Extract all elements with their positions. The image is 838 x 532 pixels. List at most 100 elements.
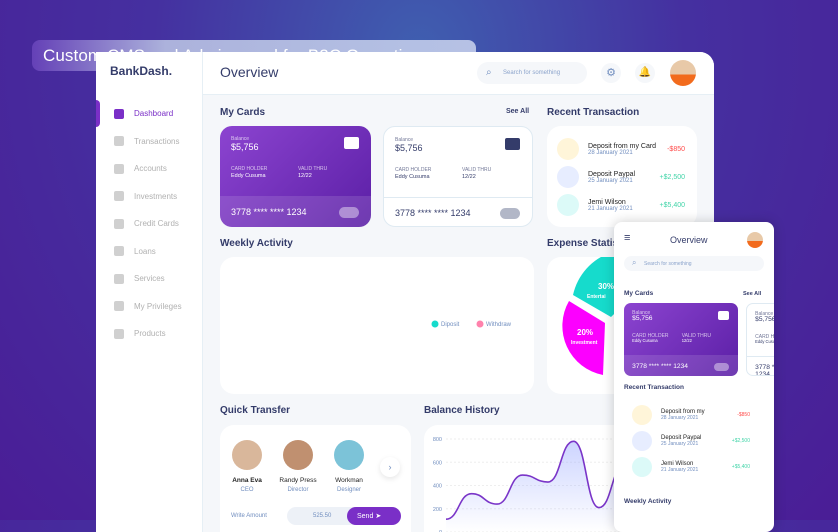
balance-history-title: Balance History xyxy=(424,405,500,416)
legend-label: Withdraw xyxy=(486,322,512,328)
contact-name: Workman xyxy=(335,477,363,484)
card-holder-name: Eddy Cusuma xyxy=(231,173,266,179)
search-icon: ⌕ xyxy=(486,67,492,78)
sidebar-item-transactions[interactable]: Transactions xyxy=(96,128,203,155)
sidebar: BankDash. Dashboard Transactions Accounts I… xyxy=(96,52,203,532)
product-icon xyxy=(114,328,124,339)
mobile-see-all[interactable]: See All xyxy=(743,291,762,297)
credit-card-icon xyxy=(114,218,124,229)
sidebar-item-services[interactable]: Services xyxy=(96,265,203,292)
mobile-card-purple[interactable]: Balance $5,756 CARD HOLDER Eddy Cusuma V… xyxy=(624,303,738,376)
mobile-cards-title: My Cards xyxy=(624,290,654,297)
transaction-item[interactable]: Jemi Wilson 21 January 2021 +$5,400 xyxy=(632,454,762,480)
sidebar-item-accounts[interactable]: Accounts xyxy=(96,155,203,182)
valid-thru-value: 12/22 xyxy=(681,337,692,343)
weekly-activity-panel: 0100200300400500SatSunMonTueWedThuFriDip… xyxy=(220,134,608,394)
paypal-icon xyxy=(557,166,579,188)
valid-thru-label: VALID THRU xyxy=(462,167,492,173)
sidebar-item-label: Investments xyxy=(134,191,178,201)
card-holder-label: CARD HOLDER xyxy=(231,166,268,172)
balance-label: Balance xyxy=(395,137,414,143)
transaction-item[interactable]: Jemi Wilson 21 January 2021 +$5,400 xyxy=(557,191,697,219)
transaction-item[interactable]: Deposit from my Card 28 January 2021 -$850 xyxy=(557,135,697,163)
legend-label: Diposit xyxy=(441,322,460,328)
card-holder-name: Eddy Cusuma xyxy=(755,338,774,344)
card-icon xyxy=(557,138,579,160)
transaction-amount: +$5,400 xyxy=(659,201,686,209)
transaction-name: Jemi Wilson xyxy=(588,198,626,206)
send-button[interactable]: Send ➤ xyxy=(347,507,401,525)
mobile-weekly-title: Weekly Activity xyxy=(624,498,672,505)
avatar[interactable] xyxy=(670,60,696,86)
header: Overview ⌕ Search for something ⚙ 🔔 xyxy=(203,52,714,95)
transaction-item[interactable]: Deposit from my 28 January 2021 -$850 xyxy=(632,402,762,428)
contact-name: Anna Eva xyxy=(232,477,262,484)
paper-plane-icon: ➤ xyxy=(375,513,382,520)
sidebar-item-credit-cards[interactable]: Credit Cards xyxy=(96,210,203,237)
y-tick-label: 200 xyxy=(433,507,442,513)
transaction-item[interactable]: Deposit Paypal 25 January 2021 +$2,500 xyxy=(632,428,762,454)
expense-statistics-title: Expense Statis xyxy=(547,238,619,249)
contact-name: Randy Press xyxy=(279,477,317,484)
sidebar-item-dashboard[interactable]: Dashboard xyxy=(96,100,203,127)
balance-value: $5,756 xyxy=(632,314,653,322)
see-all-link[interactable]: See All xyxy=(506,108,530,115)
transaction-date: 25 January 2021 xyxy=(588,177,633,184)
pie-label-investment: Investment xyxy=(571,340,598,346)
card-icon xyxy=(632,405,652,425)
chip-icon xyxy=(718,311,730,320)
sidebar-item-loans[interactable]: Loans xyxy=(96,238,203,265)
mastercard-icon xyxy=(714,362,730,372)
sidebar-item-label: Dashboard xyxy=(134,109,174,118)
legend-dot xyxy=(431,320,439,328)
pie-label-entertainment: Entertai xyxy=(587,294,606,300)
balance-area xyxy=(446,441,625,532)
recent-transaction-panel: Deposit from my Card 28 January 2021 -$850… xyxy=(547,126,697,227)
mobile-search-input[interactable]: ⌕ Search for something xyxy=(624,256,764,271)
valid-thru-label: VALID THRU xyxy=(681,332,711,339)
search-input[interactable]: ⌕ Search for something xyxy=(477,62,587,84)
sidebar-item-my-privileges[interactable]: My Privileges xyxy=(96,293,203,320)
logo: BankDash. xyxy=(110,64,173,78)
balance-label: Balance xyxy=(632,310,651,317)
transaction-date: 21 January 2021 xyxy=(661,467,699,473)
mastercard-icon xyxy=(500,208,520,219)
mobile-search-placeholder: Search for something xyxy=(644,261,692,267)
contact-avatar[interactable] xyxy=(283,440,313,470)
recent-transaction-title: Recent Transaction xyxy=(547,107,640,118)
sidebar-item-products[interactable]: Products xyxy=(96,320,203,347)
contact-avatar[interactable] xyxy=(334,440,364,470)
dollar-icon xyxy=(557,194,579,216)
transaction-date: 28 January 2021 xyxy=(588,149,633,156)
search-icon: ⌕ xyxy=(632,258,637,267)
menu-icon[interactable]: ≡ xyxy=(624,232,631,244)
transaction-amount: +$5,400 xyxy=(731,464,750,470)
transfer-icon xyxy=(114,136,124,146)
contact-avatar[interactable] xyxy=(232,440,262,470)
sidebar-item-investments[interactable]: Investments xyxy=(96,183,203,210)
valid-thru-label: VALID THRU xyxy=(298,166,328,172)
legend-dot xyxy=(476,320,484,328)
card-holder-name: Eddy Cusuma xyxy=(632,337,658,343)
transaction-name: Deposit Paypal xyxy=(661,435,702,441)
sidebar-item-label: Credit Cards xyxy=(134,219,179,228)
mobile-avatar[interactable] xyxy=(747,232,763,248)
mobile-card-white[interactable]: Balance $5,756 CARD HOLDER Eddy Cusuma V… xyxy=(746,303,774,376)
card-number: 3778 **** **** 1234 xyxy=(231,207,307,217)
gear-icon[interactable]: ⚙ xyxy=(601,63,621,83)
balance-label: Balance xyxy=(755,311,774,318)
mobile-title: Overview xyxy=(670,235,708,245)
transaction-amount: -$850 xyxy=(667,145,685,153)
credit-card-purple[interactable]: Balance $5,756 CARD HOLDER Eddy Cusuma V… xyxy=(220,126,371,227)
y-tick-label: 600 xyxy=(433,460,442,466)
bell-icon[interactable]: 🔔 xyxy=(635,63,655,83)
chip-icon xyxy=(344,137,359,149)
sidebar-item-label: Services xyxy=(134,274,165,283)
my-cards-title: My Cards xyxy=(220,107,266,118)
credit-card-white[interactable]: Balance $5,756 CARD HOLDER Eddy Cusuma V… xyxy=(383,126,533,227)
balance-value: $5,756 xyxy=(755,315,774,323)
dollar-icon xyxy=(632,457,652,477)
loan-icon xyxy=(114,246,124,256)
chevron-right-icon[interactable]: › xyxy=(380,457,400,477)
transaction-item[interactable]: Deposit Paypal 25 January 2021 +$2,500 xyxy=(557,163,697,191)
